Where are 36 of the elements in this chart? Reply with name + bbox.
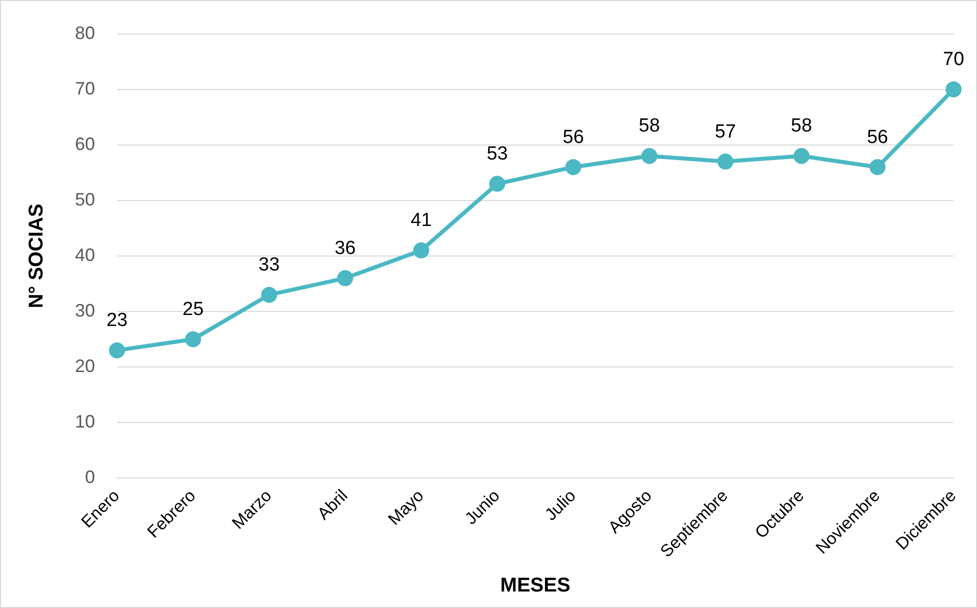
point	[641, 148, 658, 164]
y-tick-label: 70	[74, 78, 96, 98]
x-axis-title: MESES	[500, 574, 570, 597]
point	[185, 331, 202, 348]
data-label: 70	[943, 49, 964, 70]
data-label: 41	[410, 210, 432, 232]
data-label: 58	[790, 116, 812, 137]
data-label: 36	[334, 238, 356, 259]
data-label: 57	[714, 121, 736, 142]
point	[413, 242, 430, 258]
data-label: 53	[486, 143, 508, 164]
point	[261, 286, 278, 303]
data-label: 56	[866, 126, 888, 148]
y-tick-label: 50	[74, 189, 96, 210]
point	[717, 154, 734, 170]
y-tick-label: 10	[74, 412, 96, 432]
y-tick-label: 20	[74, 356, 96, 376]
data-label: 58	[638, 116, 660, 137]
point	[870, 159, 886, 176]
y-axis-title: N° SOCIAS	[26, 204, 48, 308]
point	[565, 159, 582, 176]
y-tick-label: 40	[74, 244, 96, 265]
point	[489, 176, 506, 192]
x-tick-label: Julio	[541, 486, 580, 524]
data-label: 25	[182, 298, 204, 320]
y-tick-label: 0	[85, 467, 96, 488]
point	[793, 148, 810, 164]
point	[337, 270, 354, 286]
point	[946, 81, 962, 98]
y-tick-label: 30	[74, 300, 96, 320]
data-label: 33	[258, 254, 280, 276]
data-label: 56	[562, 126, 584, 148]
point	[109, 342, 126, 358]
y-tick-label: 60	[74, 134, 96, 154]
data-label: 23	[106, 310, 128, 332]
y-tick-label: 80	[74, 22, 96, 43]
